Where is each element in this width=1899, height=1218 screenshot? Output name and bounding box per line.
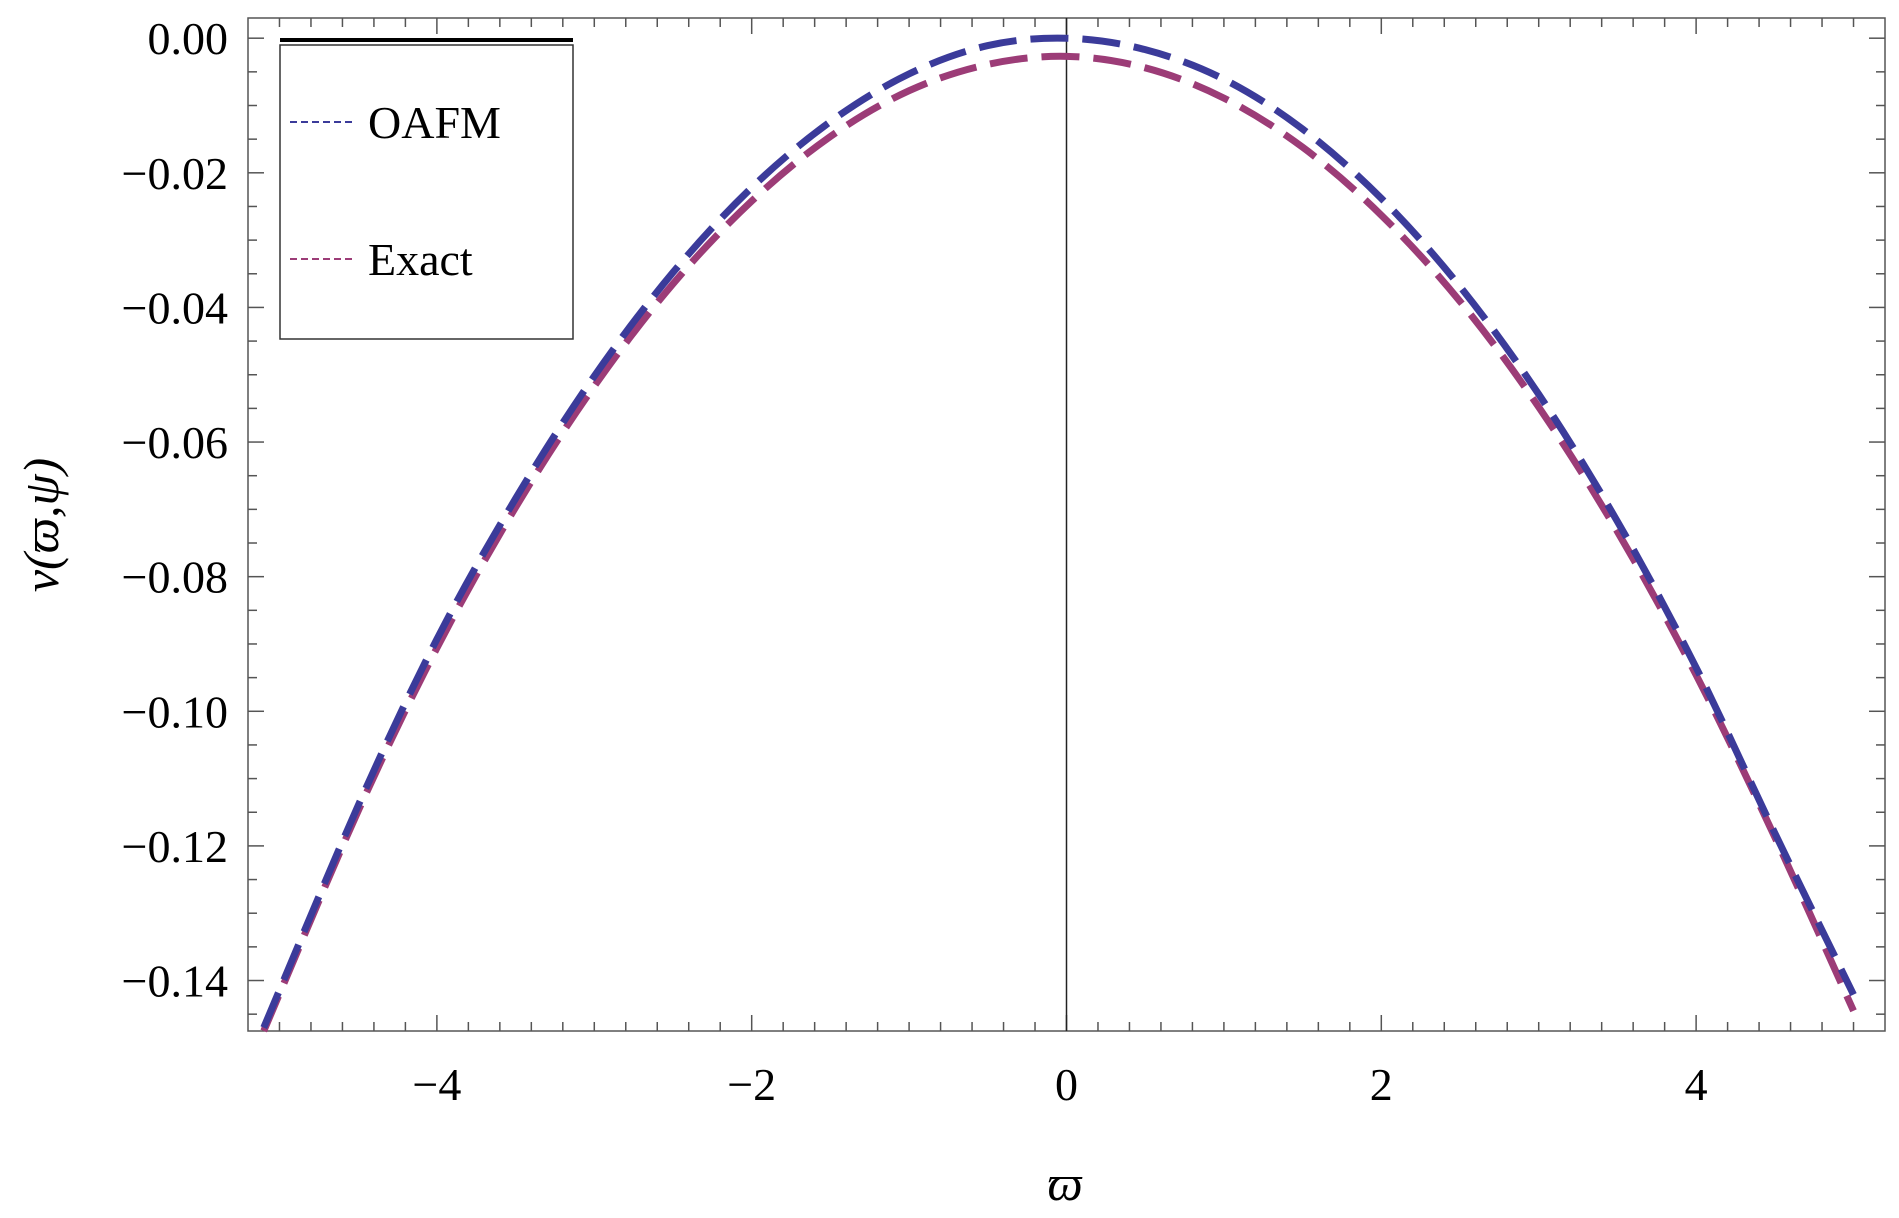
y-tick-label: 0.00 <box>148 13 229 64</box>
series-layer <box>260 34 1857 1033</box>
ticks-layer: −4 −2 0 2 4 0.00 −0.02 −0.04 −0.06 −0.08 −0.10 −0.1… <box>122 13 1885 1110</box>
y-tick-label: −0.04 <box>122 282 228 333</box>
y-tick-label: −0.08 <box>122 552 228 603</box>
x-tick-label: 0 <box>1055 1059 1078 1110</box>
legend-label-exact: Exact <box>368 234 473 285</box>
y-tick-label: −0.06 <box>122 417 228 468</box>
x-tick-label: 4 <box>1685 1059 1708 1110</box>
legend-label-oafm: OAFM <box>368 97 501 148</box>
x-tick-label: −4 <box>412 1059 461 1110</box>
x-tick-label: 2 <box>1370 1059 1393 1110</box>
x-tick-label: −2 <box>727 1059 776 1110</box>
legend-box <box>279 44 574 340</box>
y-tick-label: −0.14 <box>122 956 228 1007</box>
x-axis-title: ϖ <box>1047 1155 1083 1211</box>
series-line-exact <box>260 52 1857 1033</box>
y-tick-label: −0.10 <box>122 686 228 737</box>
series-line-oafm <box>260 34 1857 1029</box>
y-axis-title: ν(ϖ,ψ) <box>13 458 69 592</box>
y-tick-label: −0.02 <box>122 148 228 199</box>
legend: OAFM Exact <box>279 38 574 340</box>
y-tick-label: −0.12 <box>122 821 228 872</box>
